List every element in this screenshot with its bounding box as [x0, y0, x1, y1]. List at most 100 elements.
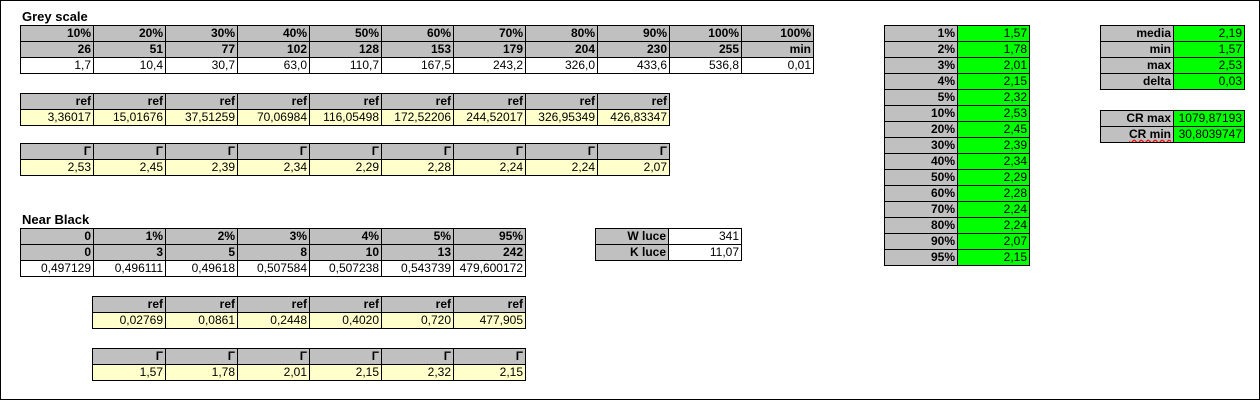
- cell[interactable]: 2,39: [957, 137, 1030, 154]
- cell[interactable]: 1,78: [165, 364, 238, 381]
- cell[interactable]: 80%: [525, 25, 598, 42]
- cell[interactable]: Γ: [237, 348, 310, 365]
- cell[interactable]: 536,8: [669, 57, 742, 74]
- cell[interactable]: 479,600172: [453, 260, 526, 277]
- cell[interactable]: 1,7: [20, 57, 94, 74]
- cell[interactable]: 13: [381, 244, 454, 261]
- cell[interactable]: 204: [525, 41, 598, 58]
- cell[interactable]: 2,15: [957, 249, 1030, 266]
- cell[interactable]: 2,19: [1173, 25, 1245, 42]
- cell[interactable]: ref: [381, 93, 454, 110]
- cell[interactable]: 0: [20, 244, 94, 261]
- cell[interactable]: Γ: [20, 143, 94, 160]
- cell[interactable]: 2,24: [957, 201, 1030, 218]
- cell[interactable]: 10,4: [93, 57, 166, 74]
- cell[interactable]: 0,01: [741, 57, 814, 74]
- cell[interactable]: 77: [165, 41, 238, 58]
- cell[interactable]: CR min: [1100, 126, 1174, 143]
- cell[interactable]: 172,52206: [381, 109, 454, 126]
- cell[interactable]: 1,57: [957, 25, 1030, 42]
- cell[interactable]: 30,7: [165, 57, 238, 74]
- cell[interactable]: 8: [237, 244, 310, 261]
- cell[interactable]: 2,34: [957, 153, 1030, 170]
- cell[interactable]: 70%: [884, 201, 958, 218]
- cell[interactable]: 128: [309, 41, 382, 58]
- cell[interactable]: 2,28: [957, 185, 1030, 202]
- cell[interactable]: 2,53: [1173, 57, 1245, 74]
- cell[interactable]: 230: [597, 41, 670, 58]
- cell[interactable]: delta: [1100, 73, 1174, 90]
- cell[interactable]: 70,06984: [237, 109, 310, 126]
- cell[interactable]: 2,15: [453, 364, 526, 381]
- cell[interactable]: Γ: [165, 348, 238, 365]
- cell[interactable]: Γ: [525, 143, 598, 160]
- cell[interactable]: 5%: [884, 89, 958, 106]
- cell[interactable]: 167,5: [381, 57, 454, 74]
- cell[interactable]: 3%: [884, 57, 958, 74]
- cell[interactable]: 2,29: [309, 159, 382, 176]
- cell[interactable]: W luce: [595, 228, 669, 245]
- cell[interactable]: 3: [93, 244, 166, 261]
- cell[interactable]: 0,03: [1173, 73, 1245, 90]
- cell[interactable]: 30%: [884, 137, 958, 154]
- cell[interactable]: Γ: [309, 348, 382, 365]
- cell[interactable]: 0,0861: [165, 312, 238, 329]
- cell[interactable]: 1%: [884, 25, 958, 42]
- cell[interactable]: 2,01: [237, 364, 310, 381]
- cell[interactable]: 0,49618: [165, 260, 238, 277]
- cell[interactable]: 102: [237, 41, 310, 58]
- cell[interactable]: 0,720: [381, 312, 454, 329]
- cell[interactable]: 2,01: [957, 57, 1030, 74]
- cell[interactable]: 10%: [884, 105, 958, 122]
- cell[interactable]: 0,4020: [309, 312, 382, 329]
- cell[interactable]: 26: [20, 41, 94, 58]
- cell[interactable]: ref: [20, 93, 94, 110]
- cell[interactable]: 2,39: [165, 159, 238, 176]
- cell[interactable]: 50%: [884, 169, 958, 186]
- cell[interactable]: 15,01676: [93, 109, 166, 126]
- cell[interactable]: 20%: [93, 25, 166, 42]
- cell[interactable]: 2,53: [957, 105, 1030, 122]
- cell[interactable]: 2,07: [597, 159, 670, 176]
- cell[interactable]: 100%: [741, 25, 814, 42]
- cell[interactable]: ref: [93, 93, 166, 110]
- cell[interactable]: 5: [165, 244, 238, 261]
- cell[interactable]: 30%: [165, 25, 238, 42]
- cell[interactable]: 5%: [381, 228, 454, 245]
- cell[interactable]: ref: [597, 93, 670, 110]
- cell[interactable]: 37,51259: [165, 109, 238, 126]
- cell[interactable]: 11,07: [668, 244, 742, 261]
- cell[interactable]: 40%: [237, 25, 310, 42]
- cell[interactable]: 100%: [669, 25, 742, 42]
- cell[interactable]: CR max: [1100, 110, 1174, 127]
- cell[interactable]: 40%: [884, 153, 958, 170]
- cell[interactable]: ref: [309, 296, 382, 313]
- cell[interactable]: 2,53: [20, 159, 94, 176]
- cell[interactable]: 4%: [884, 73, 958, 90]
- cell[interactable]: ref: [309, 93, 382, 110]
- cell[interactable]: 60%: [884, 185, 958, 202]
- cell[interactable]: 255: [669, 41, 742, 58]
- cell[interactable]: 2,15: [309, 364, 382, 381]
- cell[interactable]: 90%: [884, 233, 958, 250]
- cell[interactable]: 477,905: [453, 312, 526, 329]
- cell[interactable]: 10: [309, 244, 382, 261]
- cell[interactable]: 2,45: [957, 121, 1030, 138]
- cell[interactable]: 0,497129: [20, 260, 94, 277]
- cell[interactable]: Γ: [92, 348, 166, 365]
- cell[interactable]: 179: [453, 41, 526, 58]
- cell[interactable]: 153: [381, 41, 454, 58]
- cell[interactable]: 70%: [453, 25, 526, 42]
- cell[interactable]: Γ: [453, 143, 526, 160]
- cell[interactable]: 1079,87193: [1173, 110, 1245, 127]
- cell[interactable]: 433,6: [597, 57, 670, 74]
- cell[interactable]: Γ: [93, 143, 166, 160]
- cell[interactable]: Γ: [309, 143, 382, 160]
- cell[interactable]: ref: [453, 296, 526, 313]
- cell[interactable]: 50%: [309, 25, 382, 42]
- cell[interactable]: 110,7: [309, 57, 382, 74]
- cell[interactable]: 0,2448: [237, 312, 310, 329]
- cell[interactable]: 20%: [884, 121, 958, 138]
- cell[interactable]: 242: [453, 244, 526, 261]
- cell[interactable]: 0: [20, 228, 94, 245]
